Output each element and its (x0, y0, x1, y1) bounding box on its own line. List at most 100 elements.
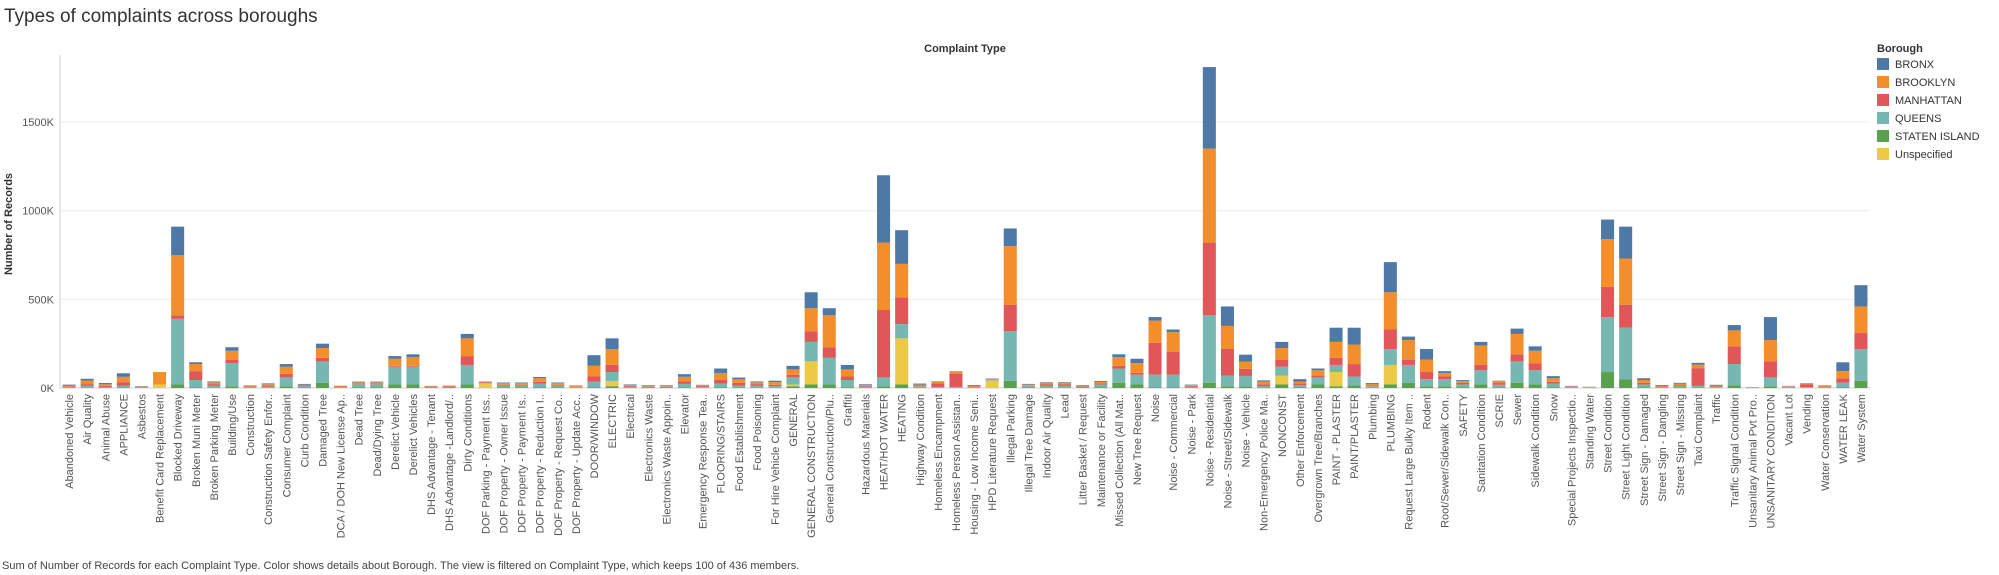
bar-segment (496, 385, 510, 388)
bar-segment (1239, 354, 1253, 362)
x-tick-label: Illegal Tree Damage (1023, 394, 1035, 492)
bar-segment (315, 361, 329, 383)
bar-segment (1655, 385, 1669, 387)
bar-segment (406, 365, 420, 367)
x-tick-label: APPLIANCE (118, 394, 130, 456)
bar-segment (1058, 384, 1072, 386)
bar-segment (1166, 351, 1180, 375)
x-tick-label: WATER LEAK (1838, 393, 1850, 463)
bar-segment (1836, 362, 1850, 372)
bar-segment (1709, 384, 1723, 386)
x-tick-label: General Construction/Plu.. (824, 394, 836, 523)
x-tick-label: Missed Collection (All Mat.. (1114, 394, 1126, 527)
bar-segment (1166, 329, 1180, 333)
bar-segment (1836, 371, 1850, 379)
x-tick-label: Construction Safety Enfor.. (263, 394, 275, 525)
bar-segment (370, 381, 384, 383)
bar-segment (1293, 383, 1307, 386)
bar-segment (1202, 148, 1216, 243)
x-tick-label: Noise - Street/Sidewalk (1222, 394, 1234, 509)
x-tick-label: Taxi Complaint (1693, 394, 1705, 466)
bar-segment (1637, 387, 1651, 388)
bar-segment (1311, 377, 1325, 385)
x-tick-label: Sidewalk Condition (1530, 394, 1542, 488)
bar-segment (659, 385, 673, 387)
x-tick-label: HEATING (897, 394, 909, 442)
bar-segment (1763, 317, 1777, 341)
bar-segment (895, 297, 909, 325)
bar-segment (877, 386, 891, 388)
bar-segment (1148, 342, 1162, 375)
bar-segment (515, 382, 529, 384)
bar-segment (1257, 380, 1271, 382)
bar-segment (62, 385, 76, 387)
bar-segment (605, 380, 619, 387)
x-tick-label: Standing Water (1584, 394, 1596, 470)
bar-segment (569, 386, 583, 387)
bar-segment (225, 347, 239, 351)
x-tick-label: Air Quality (82, 394, 94, 445)
bar-segment (714, 372, 728, 381)
bar-segment (1347, 376, 1361, 386)
bar-segment (1021, 387, 1035, 388)
bar-segment (442, 385, 456, 387)
x-tick-label: Sanitation Condition (1476, 394, 1488, 492)
x-tick-label: DHS Advantage -Landlord/.. (444, 394, 456, 531)
bar-segment (1257, 387, 1271, 388)
bar-segment (1763, 340, 1777, 362)
bar-segment (1329, 372, 1343, 387)
y-axis-ticks: 0K 500K 1000K 1500K (22, 117, 54, 395)
bar-segment (1510, 354, 1524, 362)
x-tick-label: DOF Property - Owner Issue (498, 394, 510, 533)
bar-segment (641, 385, 655, 387)
x-tick-label: Elevator (679, 394, 691, 435)
bar-segment (515, 383, 529, 385)
bar-segment (533, 378, 547, 382)
bar-segment (1854, 306, 1868, 334)
bar-segment (334, 386, 348, 388)
bar-segment (1438, 376, 1452, 380)
bar-segment (822, 347, 836, 358)
bar-segment (496, 387, 510, 388)
bar-segment (587, 365, 601, 377)
bar-segment (1058, 382, 1072, 383)
x-tick-label: Other Enforcement (1295, 394, 1307, 487)
x-tick-label: DHS Advantage - Tenant (426, 394, 438, 515)
bar-segment (80, 384, 94, 386)
bar-segment (714, 383, 728, 388)
bar-segment (1257, 386, 1271, 388)
bar-segment (822, 315, 836, 348)
x-tick-label: PAINT - PLASTER (1331, 394, 1343, 485)
x-tick-label: Plumbing (1367, 394, 1379, 440)
x-tick-label: Building/Use (227, 394, 239, 456)
x-tick-label: Derelict Vehicle (390, 394, 402, 470)
bar-segment (1039, 384, 1053, 386)
bar-segment (1727, 330, 1741, 347)
bar-segment (1401, 382, 1415, 388)
legend-title: Borough (1877, 43, 1923, 55)
x-tick-label: Housing - Low Income Seni.. (969, 394, 981, 535)
legend-swatch (1877, 130, 1889, 142)
bar-segment (677, 383, 691, 388)
bar-segment (750, 384, 764, 386)
bar-segment (515, 384, 529, 386)
x-tick-label: Damaged Tree (317, 394, 329, 467)
x-tick-label: Graffiti (842, 394, 854, 426)
bar-segment (1763, 386, 1777, 388)
bar-segment (1202, 382, 1216, 388)
bar-segment (496, 382, 510, 384)
bar-segment (985, 379, 999, 381)
bar-segment (189, 387, 203, 388)
bar-segment (1220, 386, 1234, 388)
bar-segment (533, 383, 547, 388)
bars (62, 67, 1868, 388)
bar-segment (768, 380, 782, 383)
legend-entry: BRONX (1895, 59, 1935, 71)
bar-segment (913, 385, 927, 387)
x-tick-label: Traffic (1711, 394, 1723, 424)
bar-segment (225, 386, 239, 388)
x-tick-label: New Tree Request (1132, 394, 1144, 485)
x-tick-label: Special Projects Inspectio.. (1566, 394, 1578, 526)
bar-segment (1709, 386, 1723, 387)
bar-segment (1619, 379, 1633, 388)
